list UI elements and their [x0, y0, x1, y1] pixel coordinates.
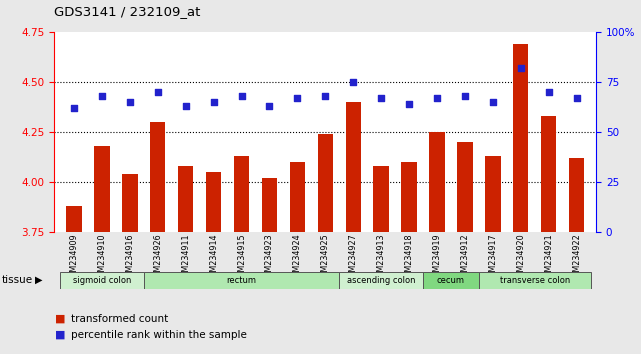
Bar: [479, 272, 590, 289]
Point: [544, 89, 554, 95]
Point: [264, 103, 274, 109]
Bar: [206, 172, 221, 232]
Point: [181, 103, 191, 109]
Point: [125, 99, 135, 105]
Bar: [262, 178, 277, 232]
Bar: [513, 44, 528, 232]
Bar: [485, 156, 501, 232]
Point: [69, 105, 79, 111]
Text: sigmoid colon: sigmoid colon: [73, 275, 131, 285]
Text: transverse colon: transverse colon: [499, 275, 570, 285]
Point: [404, 101, 414, 107]
Text: ascending colon: ascending colon: [347, 275, 415, 285]
Bar: [569, 158, 584, 232]
Bar: [457, 142, 472, 232]
Bar: [429, 132, 445, 232]
Bar: [339, 272, 423, 289]
Text: rectum: rectum: [226, 275, 256, 285]
Bar: [60, 272, 144, 289]
Bar: [150, 122, 165, 232]
Bar: [234, 156, 249, 232]
Bar: [401, 162, 417, 232]
Bar: [178, 166, 194, 232]
Point: [348, 79, 358, 85]
Text: ▶: ▶: [35, 275, 43, 285]
Bar: [290, 162, 305, 232]
Text: ■: ■: [54, 314, 65, 324]
Bar: [67, 206, 81, 232]
Point: [572, 95, 582, 101]
Text: tissue: tissue: [2, 275, 33, 285]
Point: [376, 95, 387, 101]
Text: GDS3141 / 232109_at: GDS3141 / 232109_at: [54, 5, 201, 18]
Point: [292, 95, 303, 101]
Bar: [318, 134, 333, 232]
Point: [153, 89, 163, 95]
Point: [460, 93, 470, 99]
Point: [432, 95, 442, 101]
Bar: [374, 166, 389, 232]
Text: percentile rank within the sample: percentile rank within the sample: [71, 330, 246, 339]
Bar: [144, 272, 339, 289]
Bar: [122, 174, 138, 232]
Text: ■: ■: [54, 330, 65, 339]
Bar: [541, 116, 556, 232]
Text: cecum: cecum: [437, 275, 465, 285]
Point: [488, 99, 498, 105]
Bar: [423, 272, 479, 289]
Point: [515, 65, 526, 71]
Point: [97, 93, 107, 99]
Text: transformed count: transformed count: [71, 314, 168, 324]
Bar: [345, 102, 361, 232]
Point: [320, 93, 331, 99]
Point: [237, 93, 247, 99]
Point: [208, 99, 219, 105]
Bar: [94, 146, 110, 232]
